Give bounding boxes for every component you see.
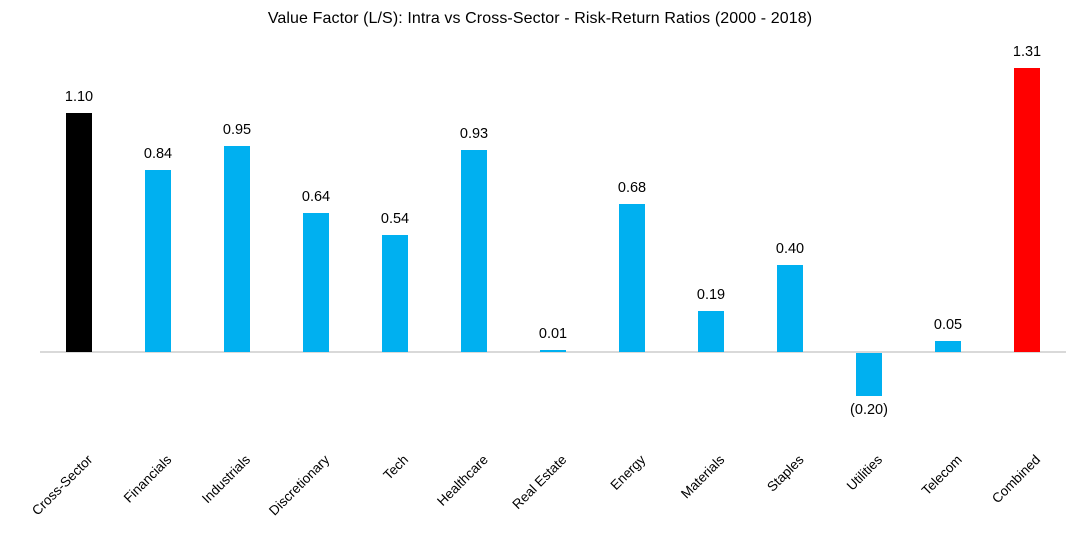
bar-value-label: 0.01	[538, 326, 568, 342]
bar-value-label: 1.31	[1012, 44, 1042, 60]
x-axis-label: Industrials	[199, 452, 254, 507]
bar-value-label: (0.20)	[850, 402, 888, 418]
x-axis-label: Energy	[607, 452, 649, 493]
bar	[540, 350, 566, 352]
bar	[777, 265, 803, 352]
bar-value-label: 0.54	[380, 211, 410, 227]
bar-value-label: 0.40	[775, 241, 805, 257]
chart-title: Value Factor (L/S): Intra vs Cross-Secto…	[267, 10, 813, 27]
x-axis-label: Staples	[764, 452, 807, 495]
bar	[145, 170, 171, 352]
x-axis-label: Discretionary	[266, 452, 333, 519]
x-axis-label: Materials	[678, 452, 728, 502]
bar	[382, 235, 408, 352]
bar-value-label: 0.05	[933, 317, 963, 333]
bar	[66, 113, 92, 352]
x-axis-label: Tech	[380, 452, 412, 483]
x-axis-label: Combined	[989, 452, 1044, 507]
bar-value-label: 0.68	[617, 180, 647, 196]
x-axis-label: Real Estate	[509, 452, 570, 512]
bar	[619, 204, 645, 352]
bar	[1014, 68, 1040, 352]
bar-value-label: 0.84	[143, 146, 173, 162]
bar	[224, 146, 250, 352]
x-axis-line	[40, 351, 1066, 353]
bar	[303, 213, 329, 352]
bar-value-label: 0.64	[301, 189, 331, 205]
bar-value-label: 1.10	[64, 89, 94, 105]
x-axis-label: Telecom	[918, 452, 965, 499]
bar-value-label: 0.95	[222, 122, 252, 138]
x-axis-label: Financials	[121, 452, 175, 506]
bar	[461, 150, 487, 352]
bar	[935, 341, 961, 352]
x-axis-label: Utilities	[844, 452, 886, 494]
bar	[856, 353, 882, 396]
bar-value-label: 0.93	[459, 126, 489, 142]
x-axis-label: Healthcare	[433, 452, 491, 509]
bar-value-label: 0.19	[696, 287, 726, 303]
bar	[698, 311, 724, 352]
x-axis-label: Cross-Sector	[29, 452, 96, 519]
